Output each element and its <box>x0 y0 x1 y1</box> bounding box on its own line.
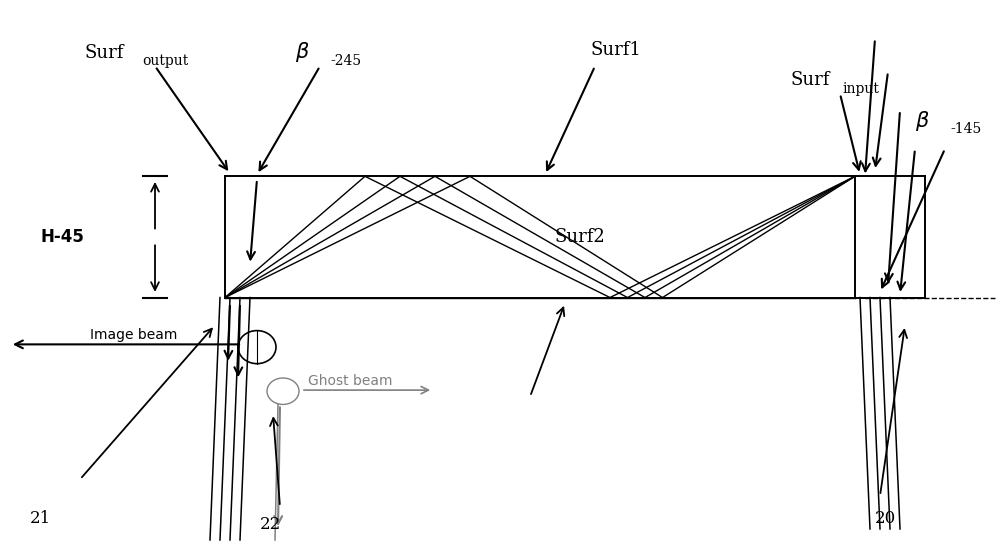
Text: -245: -245 <box>330 54 361 68</box>
Text: Surf: Surf <box>790 72 829 89</box>
Text: -145: -145 <box>950 122 981 136</box>
Text: Ghost beam: Ghost beam <box>308 375 393 388</box>
Text: $\beta$: $\beta$ <box>295 40 310 64</box>
Text: input: input <box>842 82 879 95</box>
Text: $\beta$: $\beta$ <box>915 109 930 133</box>
Text: Image beam: Image beam <box>90 328 177 342</box>
Text: Surf: Surf <box>85 44 124 62</box>
Text: Surf2: Surf2 <box>555 229 606 246</box>
Text: 20: 20 <box>875 510 896 527</box>
Text: Surf1: Surf1 <box>590 41 641 59</box>
Text: 22: 22 <box>260 516 281 533</box>
Text: 21: 21 <box>30 510 51 527</box>
Text: output: output <box>142 54 188 68</box>
Text: H-45: H-45 <box>40 228 84 246</box>
